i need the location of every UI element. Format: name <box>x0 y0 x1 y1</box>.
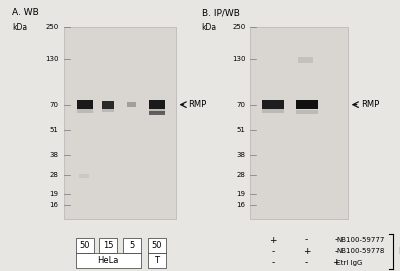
Bar <box>102 109 114 112</box>
Bar <box>148 253 166 267</box>
Text: B. IP/WB: B. IP/WB <box>202 8 240 17</box>
Text: 38: 38 <box>236 152 245 158</box>
Text: HeLa: HeLa <box>98 256 119 265</box>
Text: 19: 19 <box>50 191 59 197</box>
Bar <box>262 109 284 113</box>
Text: +: + <box>332 258 340 267</box>
Text: A. WB: A. WB <box>12 8 38 17</box>
Bar <box>79 174 89 178</box>
Text: 250: 250 <box>232 24 245 30</box>
Text: NB100-59778: NB100-59778 <box>336 249 384 254</box>
Text: 28: 28 <box>236 172 245 178</box>
Text: kDa: kDa <box>202 23 217 32</box>
Text: -: - <box>305 258 308 267</box>
Text: 16: 16 <box>236 202 245 208</box>
Bar <box>149 111 165 115</box>
Text: 50: 50 <box>80 241 90 250</box>
Text: -: - <box>305 235 308 245</box>
Text: NB100-59777: NB100-59777 <box>336 237 384 243</box>
Text: 19: 19 <box>236 191 245 197</box>
Text: T: T <box>154 256 159 265</box>
Text: -: - <box>334 247 338 256</box>
Text: +: + <box>303 247 310 256</box>
Bar <box>148 238 166 253</box>
Bar <box>262 100 284 109</box>
Text: 28: 28 <box>50 172 59 178</box>
Bar <box>149 109 165 113</box>
Text: -: - <box>272 247 275 256</box>
Text: 50: 50 <box>152 241 162 250</box>
Text: -: - <box>272 258 275 267</box>
Text: 51: 51 <box>50 127 59 133</box>
Bar <box>296 110 318 114</box>
Text: kDa: kDa <box>12 23 27 32</box>
Text: 38: 38 <box>50 152 59 158</box>
Bar <box>127 102 136 107</box>
Text: 70: 70 <box>236 102 245 108</box>
Bar <box>250 27 348 219</box>
Text: IP: IP <box>398 247 400 256</box>
Text: 250: 250 <box>45 24 59 30</box>
Text: -: - <box>334 235 338 245</box>
Text: 5: 5 <box>129 241 134 250</box>
Bar <box>99 238 117 253</box>
Bar <box>296 100 318 109</box>
Bar <box>149 100 165 109</box>
Text: 15: 15 <box>103 241 113 250</box>
Bar <box>122 238 140 253</box>
Text: 130: 130 <box>45 56 59 62</box>
Text: RMP: RMP <box>188 100 206 109</box>
Text: 130: 130 <box>232 56 245 62</box>
Bar <box>77 109 93 113</box>
Text: 51: 51 <box>236 127 245 133</box>
Bar <box>298 57 313 63</box>
Text: 70: 70 <box>50 102 59 108</box>
Bar <box>77 100 93 109</box>
Bar <box>76 238 94 253</box>
Text: 16: 16 <box>50 202 59 208</box>
Bar <box>102 101 114 109</box>
Text: Ctrl IgG: Ctrl IgG <box>336 260 362 266</box>
Bar <box>64 27 176 219</box>
Text: RMP: RMP <box>361 100 380 109</box>
Text: +: + <box>269 235 277 245</box>
Bar <box>76 253 140 267</box>
